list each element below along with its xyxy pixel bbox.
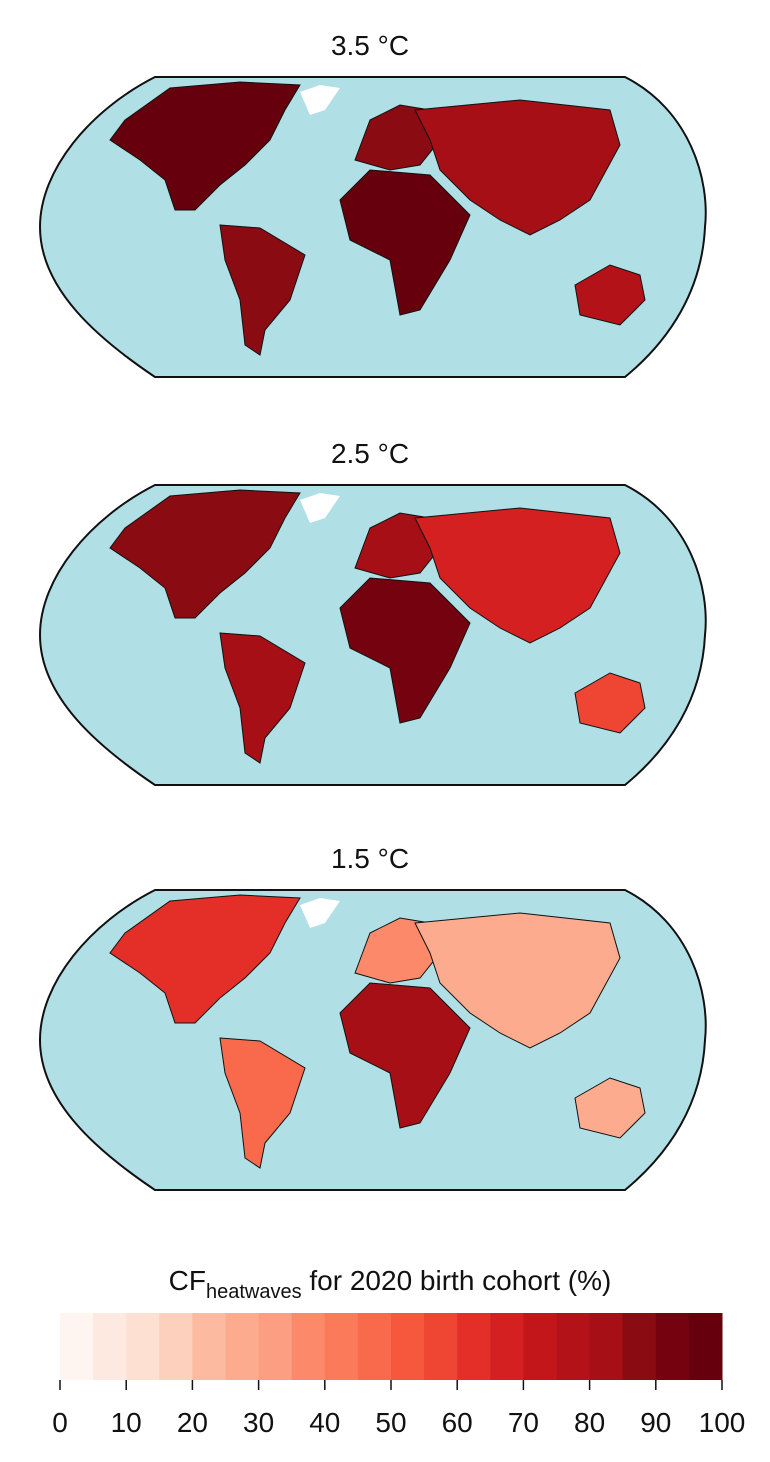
region [339,169,471,316]
colorbar-tick-label: 10 [111,1407,142,1438]
map-title: 2.5 °C [331,438,409,469]
colorbar-bin [93,1313,127,1380]
map [38,889,707,1191]
colorbar-tick-label: 0 [52,1407,68,1438]
region [574,1077,646,1139]
colorbar-bin [324,1313,359,1380]
colorbar-tick-label: 30 [243,1407,274,1438]
region [219,632,306,764]
map-title: 3.5 °C [331,30,409,61]
colorbar-bin [622,1313,657,1380]
region [414,99,621,236]
greenland [300,85,340,115]
colorbar-bin [424,1313,458,1380]
colorbar-tick-label: 100 [699,1407,746,1438]
region [574,264,646,326]
colorbar-bin [556,1313,591,1380]
colorbar-bin [655,1313,690,1380]
colorbar-tick-label: 80 [574,1407,605,1438]
region [339,577,471,724]
colorbar-bin [192,1313,226,1380]
label-sub: heatwaves [206,1281,302,1303]
colorbar-bin [60,1313,94,1380]
region [574,672,646,734]
colorbar-tick-label: 40 [309,1407,340,1438]
label-rest: for 2020 birth cohort (%) [302,1265,612,1296]
region [414,507,621,644]
region [339,982,471,1129]
region [109,894,301,1024]
colorbar-bin [291,1313,326,1380]
colorbar-tick-label: 20 [177,1407,208,1438]
region [109,81,301,211]
colorbar-tick-label: 90 [640,1407,671,1438]
map-title: 1.5 °C [331,843,409,874]
colorbar-bin [258,1313,293,1380]
colorbar-tick-label: 70 [508,1407,539,1438]
region [414,912,621,1049]
colorbar-bin [523,1313,557,1380]
colorbar-bin [457,1313,491,1380]
colorbar-bin [490,1313,524,1380]
colorbar-label: CFheatwaves for 2020 birth cohort (%) [169,1265,612,1303]
colorbar-bin [126,1313,160,1380]
colorbar-bin [225,1313,260,1380]
greenland [300,493,340,523]
region [219,1037,306,1169]
colorbar-bin [357,1313,392,1380]
colorbar-bin [159,1313,193,1380]
region [109,489,301,619]
colorbar-tick-label: 60 [442,1407,473,1438]
greenland [300,898,340,928]
label-main: CF [169,1265,206,1296]
colorbar-bin [391,1313,425,1380]
colorbar-bin [688,1313,723,1380]
map [38,76,707,378]
colorbar-tick-label: 50 [375,1407,406,1438]
region [219,224,306,356]
colorbar-bin [589,1313,624,1380]
map [38,484,707,786]
